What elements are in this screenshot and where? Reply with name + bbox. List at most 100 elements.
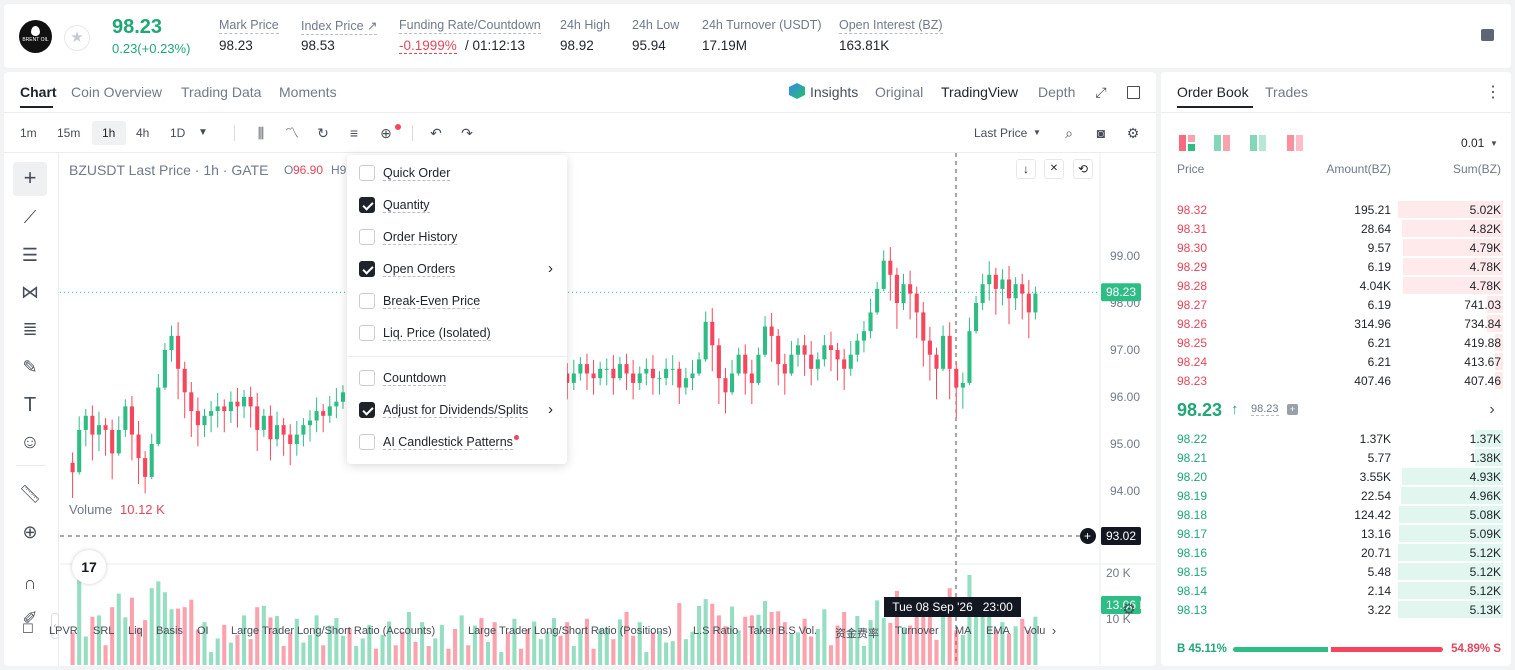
ask-row[interactable]: 98.23 407.46 407.46: [1161, 371, 1503, 390]
pencil-lock-icon[interactable]: ✐: [22, 607, 38, 628]
interval-15m[interactable]: 15m: [57, 126, 81, 140]
menu-checkbox[interactable]: [359, 229, 375, 245]
indicator-11[interactable]: MA: [955, 625, 972, 637]
interval-1d[interactable]: 1D: [170, 126, 186, 140]
bid-row[interactable]: 98.15 5.48 5.12K: [1161, 562, 1503, 581]
zoom-icon[interactable]: ⊕: [22, 521, 38, 542]
menu-checkbox[interactable]: [359, 325, 375, 341]
camera-icon[interactable]: ◙: [1096, 125, 1106, 141]
tab-coin-overview[interactable]: Coin Overview: [71, 84, 163, 100]
menu-checkbox[interactable]: [359, 293, 375, 309]
indicator-bar-icon[interactable]: ☐: [22, 621, 34, 636]
menu-checkbox[interactable]: [359, 402, 375, 418]
menu-checkbox[interactable]: [359, 197, 375, 213]
reset-view-button[interactable]: ⟲: [1073, 159, 1093, 179]
menu-item-order-history[interactable]: Order History: [347, 221, 567, 253]
menu-checkbox[interactable]: [359, 434, 375, 450]
menu-item-ai-candlestick-patterns[interactable]: AI Candlestick Patterns: [347, 426, 567, 458]
fib-icon[interactable]: ≣: [22, 318, 38, 339]
interval-4h[interactable]: 4h: [136, 126, 150, 140]
tab-trades[interactable]: Trades: [1265, 84, 1309, 100]
mark-price-label[interactable]: Mark Price: [219, 18, 279, 34]
indicator-2[interactable]: Liq: [128, 625, 143, 637]
collapse-handle-icon[interactable]: ‹: [51, 613, 59, 639]
tab-moments[interactable]: Moments: [279, 84, 337, 100]
tab-order-book[interactable]: Order Book: [1177, 84, 1249, 100]
view-tradingview[interactable]: TradingView: [941, 84, 1019, 100]
bid-row[interactable]: 98.22 1.37K 1.37K: [1161, 429, 1503, 448]
indicator-4[interactable]: OI: [197, 625, 209, 637]
menu-checkbox[interactable]: [359, 165, 375, 181]
ai-insights-icon[interactable]: [789, 83, 805, 99]
view-asks-bids-icon[interactable]: [1214, 135, 1230, 151]
view-original[interactable]: Original: [875, 84, 924, 100]
view-insights[interactable]: Insights: [810, 84, 859, 100]
collapse-button[interactable]: ✕: [1044, 159, 1064, 179]
precision-caret-icon[interactable]: ▼: [1490, 138, 1498, 148]
expand-icon[interactable]: ⤢: [1095, 83, 1107, 100]
bid-row[interactable]: 98.21 5.77 1.38K: [1161, 448, 1503, 467]
interval-1m[interactable]: 1m: [20, 126, 37, 140]
ask-row[interactable]: 98.24 6.21 413.67: [1161, 352, 1503, 371]
menu-item-liq-price-isolated-[interactable]: Liq. Price (Isolated): [347, 317, 567, 349]
window-icon[interactable]: [1127, 86, 1140, 99]
view-bids-icon[interactable]: [1250, 135, 1266, 151]
ruler-icon[interactable]: 📏︎: [18, 483, 42, 504]
menu-item-break-even-price[interactable]: Break-Even Price: [347, 285, 567, 317]
bid-row[interactable]: 98.18 124.42 5.08K: [1161, 505, 1503, 524]
ask-row[interactable]: 98.26 314.96 734.84: [1161, 314, 1503, 333]
menu-checkbox[interactable]: [359, 261, 375, 277]
crosshair-icon[interactable]: +: [13, 162, 47, 196]
emoji-icon[interactable]: ☺: [20, 432, 40, 453]
tab-trading-data[interactable]: Trading Data: [181, 84, 262, 100]
compare-icon[interactable]: ↻: [317, 124, 329, 141]
shield-icon[interactable]: +: [1287, 404, 1298, 415]
menu-item-quantity[interactable]: Quantity: [347, 189, 567, 221]
time-axis-settings-icon[interactable]: ⚙: [1122, 601, 1136, 618]
ask-row[interactable]: 98.32 195.21 5.02K: [1161, 200, 1503, 219]
more-options-icon[interactable]: ⋮: [1485, 84, 1501, 101]
bid-row[interactable]: 98.20 3.55K 4.93K: [1161, 467, 1503, 486]
book-icon[interactable]: [1481, 29, 1494, 41]
scroll-down-button[interactable]: ↓: [1016, 159, 1036, 179]
precision-select[interactable]: 0.01: [1461, 136, 1485, 150]
menu-checkbox[interactable]: [359, 370, 375, 386]
templates-icon[interactable]: ≡: [349, 125, 359, 141]
indicator-9[interactable]: 资金费率: [835, 628, 879, 640]
indicator-1[interactable]: SRL: [93, 625, 115, 637]
indicator-0[interactable]: LPVR: [49, 625, 78, 637]
bid-row[interactable]: 98.14 2.14 5.12K: [1161, 581, 1503, 600]
pattern-icon[interactable]: ⋈: [21, 281, 39, 302]
bid-row[interactable]: 98.16 20.71 5.12K: [1161, 543, 1503, 562]
index-price-label[interactable]: Index Price ↗: [301, 19, 378, 35]
candles-icon[interactable]: ⫼: [257, 124, 265, 141]
indicator-scroll-right-icon[interactable]: ›: [1051, 622, 1057, 638]
bid-row[interactable]: 98.17 13.16 5.09K: [1161, 524, 1503, 543]
trendline-icon[interactable]: ⟋: [23, 206, 37, 227]
horizontal-lines-icon[interactable]: ☰: [21, 244, 39, 265]
interval-1h[interactable]: 1h: [102, 126, 116, 140]
gear-icon[interactable]: ⚙: [1126, 124, 1140, 141]
open-interest-label[interactable]: Open Interest (BZ): [839, 18, 943, 34]
view-asks-icon[interactable]: [1287, 135, 1303, 151]
chart-settings-add-icon[interactable]: ⊕: [380, 124, 392, 141]
price-type-select[interactable]: Last Price: [974, 126, 1028, 140]
indicators-icon[interactable]: 〽: [285, 125, 299, 141]
magnet-icon[interactable]: ∩: [23, 572, 37, 593]
indicator-10[interactable]: Turnover: [895, 625, 939, 637]
ask-row[interactable]: 98.30 9.57 4.79K: [1161, 238, 1503, 257]
indicator-12[interactable]: EMA: [986, 625, 1010, 637]
brush-icon[interactable]: ✎: [22, 356, 38, 377]
ask-row[interactable]: 98.28 4.04K 4.78K: [1161, 276, 1503, 295]
view-depth[interactable]: Depth: [1038, 84, 1076, 100]
search-icon[interactable]: ⌕: [1065, 124, 1073, 141]
ask-row[interactable]: 98.31 28.64 4.82K: [1161, 219, 1503, 238]
price-type-caret-icon[interactable]: ▼: [1033, 127, 1041, 137]
ask-row[interactable]: 98.25 6.21 419.88: [1161, 333, 1503, 352]
menu-item-countdown[interactable]: Countdown: [347, 362, 567, 394]
indicator-3[interactable]: Basis: [156, 625, 183, 637]
chevron-right-icon[interactable]: ›: [1489, 401, 1495, 418]
tab-chart[interactable]: Chart: [20, 84, 57, 100]
ask-row[interactable]: 98.29 6.19 4.78K: [1161, 257, 1503, 276]
